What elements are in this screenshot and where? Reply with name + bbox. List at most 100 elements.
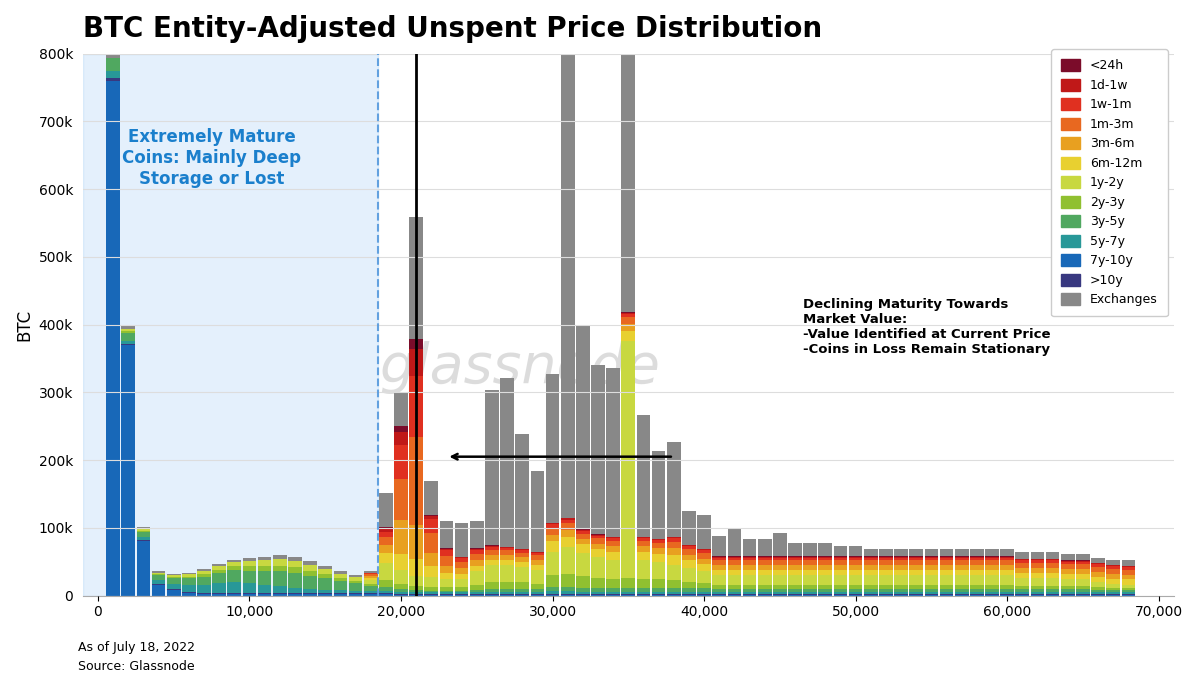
Bar — [1122, 569, 1135, 574]
Bar — [713, 585, 726, 589]
Bar — [1031, 563, 1044, 568]
Bar — [182, 593, 196, 595]
Bar — [485, 555, 499, 560]
Bar — [272, 593, 287, 594]
Bar — [1122, 584, 1135, 588]
Bar — [455, 522, 468, 557]
Bar — [924, 575, 938, 585]
Bar — [1061, 561, 1074, 562]
Bar — [1046, 561, 1060, 563]
Bar — [652, 593, 666, 595]
Bar — [864, 593, 877, 595]
Bar — [924, 589, 938, 592]
Bar — [212, 573, 226, 583]
Bar — [228, 567, 241, 570]
Bar — [743, 565, 756, 569]
Bar — [167, 574, 180, 575]
Bar — [167, 575, 180, 577]
Bar — [470, 554, 484, 561]
Bar — [318, 578, 332, 590]
Bar — [910, 589, 923, 592]
Bar — [803, 593, 817, 595]
Bar — [606, 593, 620, 595]
Bar — [985, 592, 998, 593]
Bar — [212, 566, 226, 569]
Bar — [606, 579, 620, 589]
Bar — [318, 569, 332, 574]
Bar — [606, 552, 620, 560]
Bar — [682, 592, 696, 593]
Bar — [107, 78, 120, 80]
Bar — [364, 578, 378, 580]
Bar — [773, 533, 787, 557]
Bar — [622, 314, 635, 318]
Bar — [1061, 593, 1074, 595]
Bar — [682, 589, 696, 592]
Bar — [864, 589, 877, 592]
Bar — [455, 562, 468, 568]
Bar — [1031, 586, 1044, 589]
Bar — [637, 538, 650, 541]
Bar — [894, 561, 908, 565]
Bar — [1015, 568, 1030, 572]
Bar — [637, 592, 650, 593]
Bar — [425, 481, 438, 515]
Bar — [910, 569, 923, 575]
Bar — [1046, 589, 1060, 592]
Bar — [773, 561, 787, 565]
Bar — [592, 549, 605, 557]
Bar — [560, 587, 575, 591]
Bar — [121, 326, 136, 329]
Bar — [182, 576, 196, 578]
Bar — [1122, 588, 1135, 590]
Bar — [288, 588, 301, 593]
Bar — [182, 572, 196, 574]
Bar — [970, 593, 984, 595]
Bar — [1076, 589, 1090, 592]
Bar — [880, 569, 893, 575]
Bar — [880, 593, 893, 595]
Bar — [151, 572, 166, 574]
Bar — [803, 565, 817, 569]
Bar — [743, 569, 756, 575]
Bar — [727, 529, 742, 557]
Bar — [576, 544, 589, 552]
Bar — [530, 565, 545, 570]
Bar — [940, 592, 953, 593]
Bar — [1106, 578, 1120, 584]
Bar — [880, 557, 893, 558]
Bar — [773, 593, 787, 595]
Bar — [758, 561, 772, 565]
Bar — [1061, 554, 1074, 561]
Bar — [546, 542, 559, 552]
Bar — [743, 557, 756, 558]
Bar — [272, 554, 287, 559]
Bar — [818, 575, 832, 585]
Bar — [1106, 588, 1120, 590]
Bar — [500, 593, 514, 595]
Bar — [910, 585, 923, 589]
Bar — [894, 592, 908, 593]
Bar — [1046, 586, 1060, 589]
Bar — [1061, 569, 1074, 574]
Bar — [167, 577, 180, 578]
Bar — [955, 557, 968, 558]
Bar — [758, 593, 772, 595]
Bar — [773, 565, 787, 569]
Bar — [121, 331, 136, 333]
Bar — [1122, 561, 1135, 566]
Text: Declining Maturity Towards
Market Value:
-Value Identified at Current Price
-Coi: Declining Maturity Towards Market Value:… — [803, 297, 1050, 355]
Legend: <24h, 1d-1w, 1w-1m, 1m-3m, 3m-6m, 6m-12m, 1y-2y, 2y-3y, 3y-5y, 5y-7y, 7y-10y, >1: <24h, 1d-1w, 1w-1m, 1m-3m, 3m-6m, 6m-12m… — [1051, 49, 1168, 316]
Bar — [1015, 561, 1030, 563]
Bar — [288, 573, 301, 588]
Bar — [818, 558, 832, 561]
Bar — [379, 531, 392, 537]
Bar — [637, 537, 650, 538]
Bar — [697, 593, 710, 595]
Bar — [1076, 569, 1090, 574]
Bar — [425, 591, 438, 593]
Bar — [439, 579, 454, 587]
Bar — [940, 589, 953, 592]
Bar — [349, 594, 362, 595]
Bar — [576, 539, 589, 544]
